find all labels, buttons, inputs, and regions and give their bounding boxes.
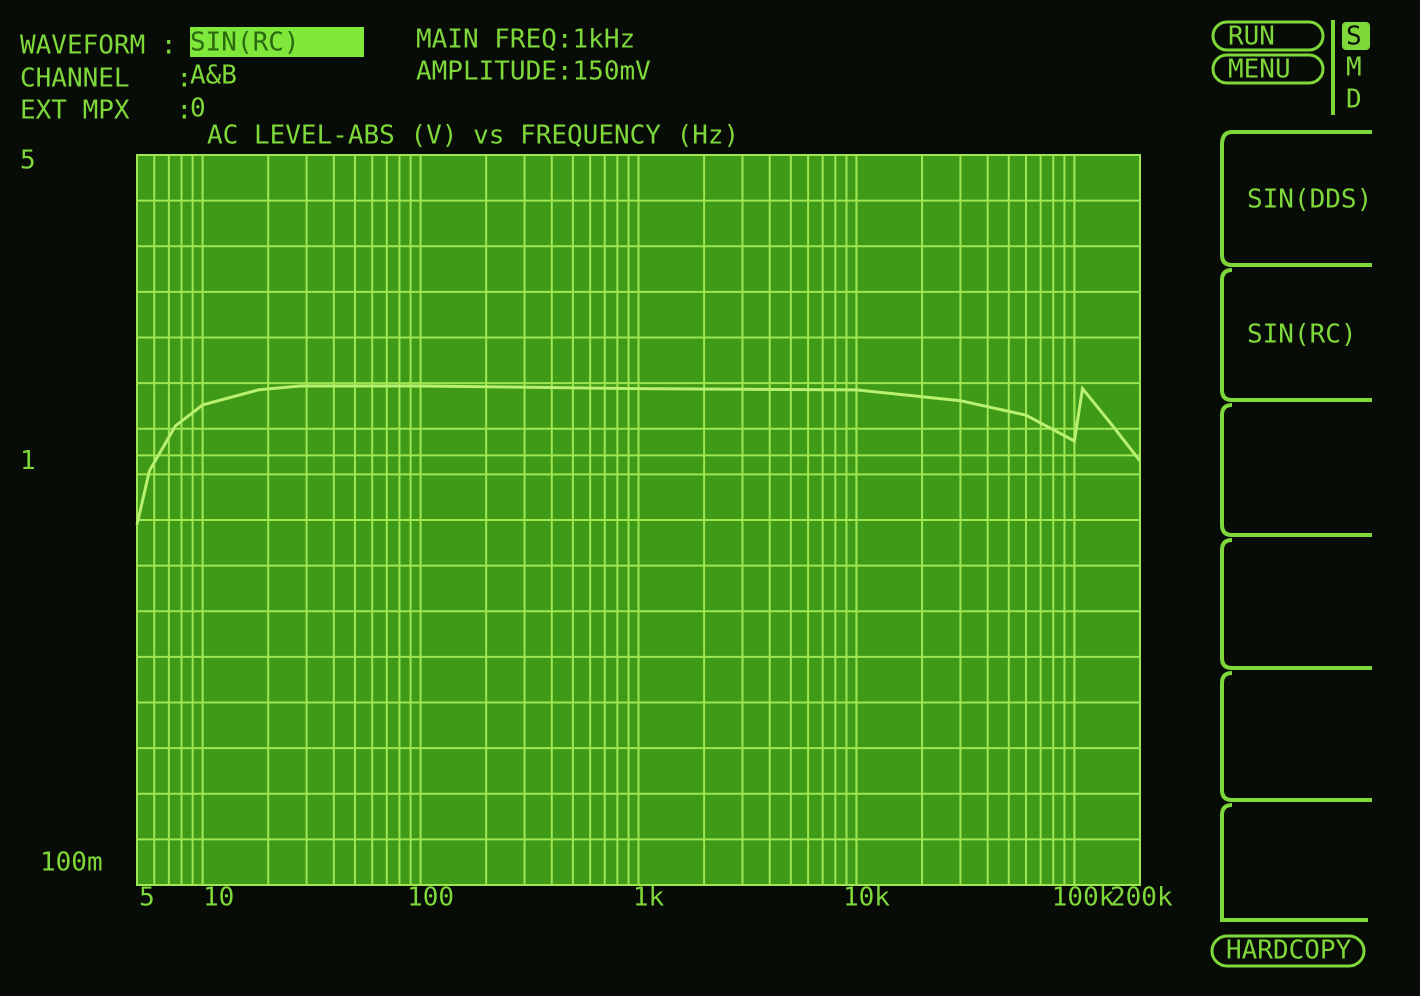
hardcopy-label[interactable]: HARDCOPY (1226, 936, 1352, 966)
field-value: A&B (190, 61, 237, 91)
field-value: 0 (190, 94, 206, 124)
run-button[interactable] (1211, 20, 1325, 52)
x-tick-label: 10 (203, 883, 234, 913)
field-label: CHANNEL : (20, 64, 192, 94)
x-tick-label: 5 (139, 883, 155, 913)
x-tick-label: 10k (843, 883, 890, 913)
y-tick-label: 1 (20, 446, 36, 476)
mode-label[interactable]: M (1346, 53, 1362, 83)
x-tick-label: 100 (407, 883, 454, 913)
y-tick-label: 100m (40, 848, 103, 878)
field-label: WAVEFORM : (20, 31, 177, 61)
x-tick-label: 1k (633, 883, 665, 913)
softkey-label[interactable]: SIN(DDS) (1247, 185, 1372, 215)
main-freq: MAIN FREQ:1kHz (416, 25, 635, 55)
x-tick-label: 200k (1110, 883, 1173, 913)
amplitude: AMPLITUDE:150mV (416, 57, 651, 87)
x-tick-label: 100k (1052, 883, 1115, 913)
menu-label[interactable]: MENU (1228, 55, 1291, 85)
mode-label[interactable]: D (1346, 85, 1362, 115)
y-tick-label: 5 (20, 146, 36, 176)
highlight (190, 27, 364, 57)
field-value: SIN(RC) (190, 28, 300, 58)
softkey-label[interactable]: SIN(RC) (1247, 320, 1357, 350)
run-label[interactable]: RUN (1228, 22, 1275, 52)
menu-button[interactable] (1211, 53, 1325, 85)
chart-title: AC LEVEL-ABS (V) vs FREQUENCY (Hz) (207, 121, 739, 151)
mode-label[interactable]: S (1346, 22, 1362, 52)
mode-s[interactable] (1342, 22, 1370, 50)
softkey-frames (1220, 130, 1372, 922)
level-curve (135, 384, 1142, 525)
hardcopy-button[interactable] (1210, 934, 1366, 968)
field-label: EXT MPX : (20, 96, 192, 126)
